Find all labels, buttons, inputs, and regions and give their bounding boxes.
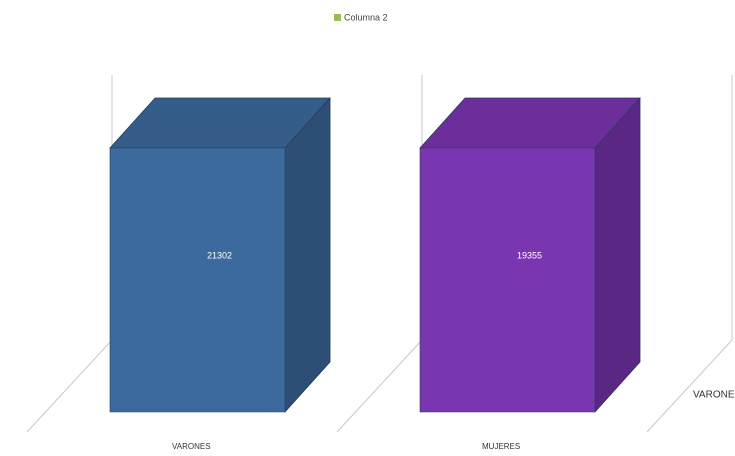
x-tick-label: VARONES bbox=[172, 442, 211, 451]
bar-front bbox=[109, 147, 286, 413]
axis-wall bbox=[646, 75, 733, 433]
x-tick-label: MUJERES bbox=[482, 442, 520, 451]
x-tick-label: VARONES bbox=[693, 390, 735, 401]
bar-side-shade bbox=[284, 97, 331, 413]
bar bbox=[419, 97, 641, 413]
legend-label: Columna 2 bbox=[344, 12, 388, 22]
data-label: 19355 bbox=[517, 251, 542, 261]
axis-wall bbox=[26, 75, 113, 433]
legend-swatch bbox=[334, 14, 341, 21]
bar bbox=[109, 97, 331, 413]
bar-front bbox=[419, 147, 596, 413]
bar-side-shade bbox=[594, 97, 641, 413]
axis-wall bbox=[336, 75, 423, 433]
data-label: 21302 bbox=[207, 251, 232, 261]
